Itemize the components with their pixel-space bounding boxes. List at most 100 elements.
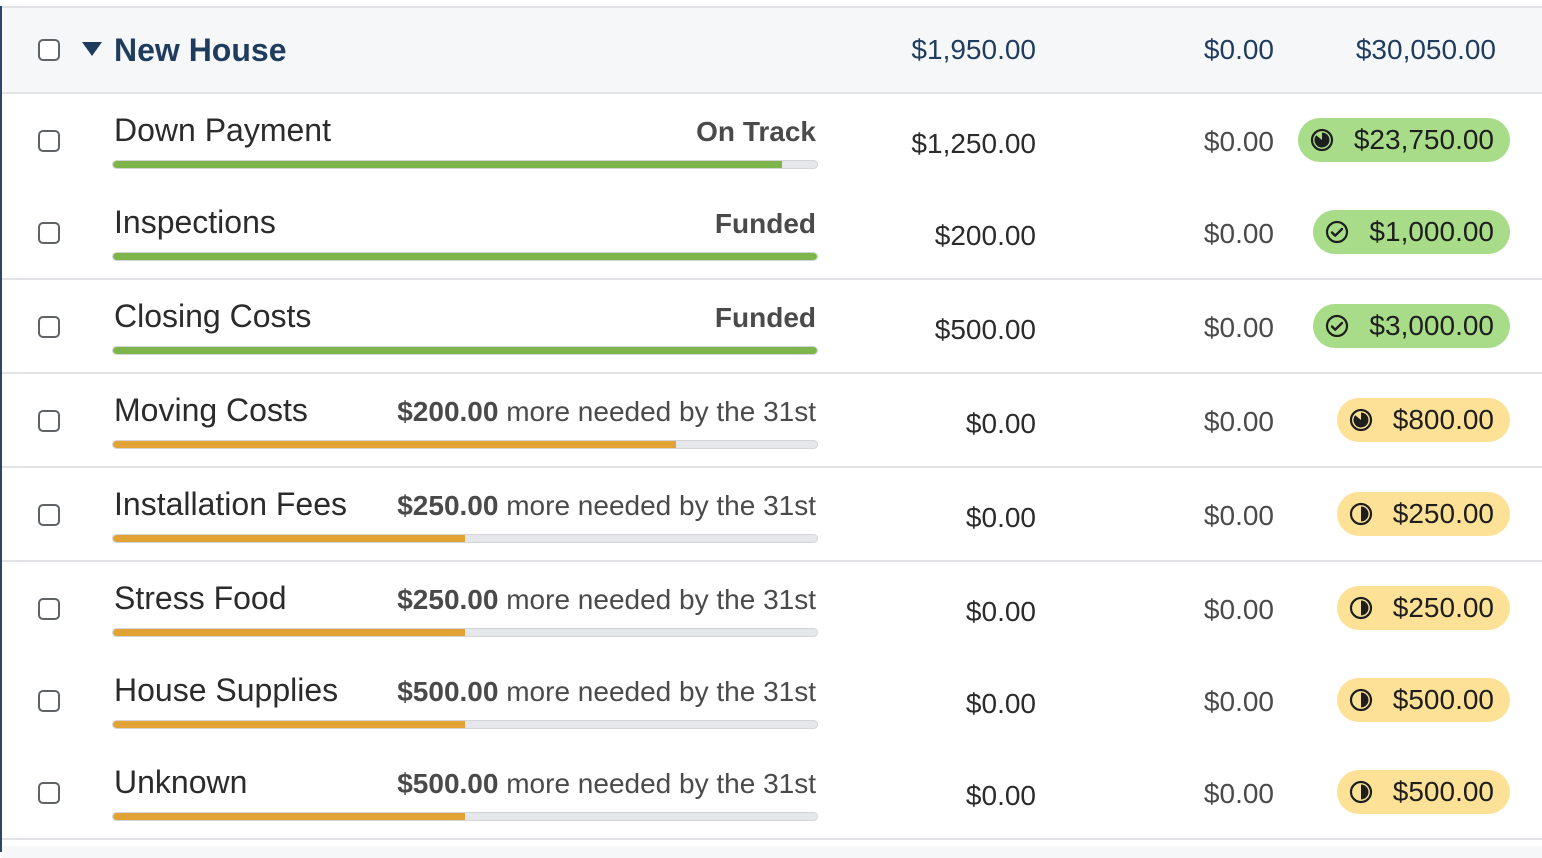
goal-progress-bar [112, 346, 818, 355]
activity-amount[interactable]: $0.00 [1203, 406, 1274, 437]
category-status: $250.00 more needed by the 31st [397, 490, 816, 522]
available-amount: $500.00 [1392, 776, 1494, 807]
category-row[interactable]: Unknown $500.00 more needed by the 31st … [2, 746, 1542, 840]
category-row[interactable]: Closing Costs Funded $500.00 $0.00 $3,00… [2, 280, 1542, 374]
half-circle-icon [1349, 502, 1383, 526]
goal-progress-fill [113, 721, 465, 728]
available-amount: $800.00 [1392, 404, 1494, 435]
category-name[interactable]: House Supplies [114, 672, 339, 708]
status-amount: Funded [714, 208, 816, 239]
status-text: more needed by the 31st [498, 490, 816, 521]
status-amount: Funded [714, 302, 816, 333]
activity-amount[interactable]: $0.00 [1203, 126, 1274, 157]
available-pill[interactable]: $800.00 [1336, 398, 1510, 442]
goal-progress-bar [112, 812, 818, 821]
goal-progress-fill [113, 441, 677, 448]
status-text: more needed by the 31st [498, 768, 816, 799]
category-name[interactable]: Down Payment [114, 112, 331, 148]
status-amount: $250.00 [397, 490, 499, 521]
category-checkbox[interactable] [38, 130, 60, 152]
assigned-amount[interactable]: $0.00 [965, 780, 1036, 811]
assigned-amount[interactable]: $0.00 [965, 688, 1036, 719]
category-name[interactable]: Stress Food [114, 580, 287, 616]
goal-progress-fill [113, 629, 465, 636]
category-row[interactable]: Stress Food $250.00 more needed by the 3… [2, 562, 1542, 656]
category-status: Funded [715, 208, 816, 240]
category-row[interactable]: Down Payment On Track $1,250.00 $0.00 $2… [2, 94, 1542, 188]
available-amount: $500.00 [1392, 684, 1494, 715]
status-amount: $500.00 [397, 768, 499, 799]
assigned-amount[interactable]: $0.00 [965, 596, 1036, 627]
category-row[interactable]: Inspections Funded $200.00 $0.00 $1,000.… [2, 186, 1542, 280]
category-name[interactable]: Installation Fees [114, 486, 348, 522]
assigned-amount[interactable]: $0.00 [965, 502, 1036, 533]
check-circle-icon [1325, 220, 1359, 244]
category-checkbox[interactable] [38, 598, 60, 620]
category-row[interactable]: Moving Costs $200.00 more needed by the … [2, 374, 1542, 468]
goal-progress-bar [112, 720, 818, 729]
activity-amount[interactable]: $0.00 [1203, 500, 1274, 531]
check-circle-icon [1325, 314, 1359, 338]
status-text: more needed by the 31st [498, 584, 816, 615]
group-assigned: $1,950.00 [911, 34, 1036, 65]
activity-amount[interactable]: $0.00 [1203, 312, 1274, 343]
goal-progress-fill [113, 161, 782, 168]
collapse-caret-icon[interactable] [82, 42, 102, 56]
group-name[interactable]: New House [114, 32, 287, 68]
table-footer-band [2, 846, 1542, 858]
category-status: $200.00 more needed by the 31st [397, 396, 816, 428]
available-pill[interactable]: $250.00 [1336, 586, 1510, 630]
available-pill[interactable]: $3,000.00 [1313, 304, 1510, 348]
goal-progress-bar [112, 534, 818, 543]
available-amount: $3,000.00 [1369, 310, 1494, 341]
assigned-amount[interactable]: $1,250.00 [911, 128, 1036, 159]
category-group-row[interactable]: New House $1,950.00 $0.00 $30,050.00 [2, 6, 1542, 94]
category-status: $500.00 more needed by the 31st [397, 768, 816, 800]
available-pill[interactable]: $250.00 [1336, 492, 1510, 536]
status-amount: $500.00 [397, 676, 499, 707]
status-amount: $200.00 [397, 396, 499, 427]
category-checkbox[interactable] [38, 690, 60, 712]
category-checkbox[interactable] [38, 782, 60, 804]
assigned-amount[interactable]: $0.00 [965, 408, 1036, 439]
assigned-amount[interactable]: $500.00 [934, 314, 1036, 345]
category-name[interactable]: Closing Costs [114, 298, 312, 334]
activity-amount[interactable]: $0.00 [1203, 778, 1274, 809]
goal-progress-bar [112, 440, 818, 449]
category-checkbox[interactable] [38, 222, 60, 244]
activity-amount[interactable]: $0.00 [1203, 218, 1274, 249]
available-amount: $23,750.00 [1353, 124, 1494, 155]
category-status: $500.00 more needed by the 31st [397, 676, 816, 708]
available-pill[interactable]: $1,000.00 [1313, 210, 1510, 254]
assigned-amount[interactable]: $200.00 [934, 220, 1036, 251]
category-row[interactable]: House Supplies $500.00 more needed by th… [2, 654, 1542, 748]
goal-progress-fill [113, 253, 817, 260]
category-checkbox[interactable] [38, 410, 60, 432]
available-pill[interactable]: $500.00 [1336, 678, 1510, 722]
group-checkbox[interactable] [38, 39, 60, 61]
category-name[interactable]: Moving Costs [114, 392, 308, 428]
category-name[interactable]: Inspections [114, 204, 276, 240]
progress-pie-icon [1310, 128, 1344, 152]
goal-progress-fill [113, 813, 465, 820]
goal-progress-bar [112, 252, 818, 261]
progress-pie-icon [1349, 408, 1383, 432]
available-pill[interactable]: $500.00 [1336, 770, 1510, 814]
status-text: more needed by the 31st [498, 676, 816, 707]
available-pill[interactable]: $23,750.00 [1297, 118, 1510, 162]
goal-progress-bar [112, 160, 818, 169]
activity-amount[interactable]: $0.00 [1203, 594, 1274, 625]
status-text: more needed by the 31st [498, 396, 816, 427]
category-name[interactable]: Unknown [114, 764, 248, 800]
category-checkbox[interactable] [38, 316, 60, 338]
goal-progress-fill [113, 535, 465, 542]
category-checkbox[interactable] [38, 504, 60, 526]
group-available: $30,050.00 [1355, 34, 1496, 65]
available-amount: $250.00 [1392, 592, 1494, 623]
half-circle-icon [1349, 780, 1383, 804]
half-circle-icon [1349, 596, 1383, 620]
available-amount: $250.00 [1392, 498, 1494, 529]
activity-amount[interactable]: $0.00 [1203, 686, 1274, 717]
category-row[interactable]: Installation Fees $250.00 more needed by… [2, 468, 1542, 562]
category-status: Funded [715, 302, 816, 334]
